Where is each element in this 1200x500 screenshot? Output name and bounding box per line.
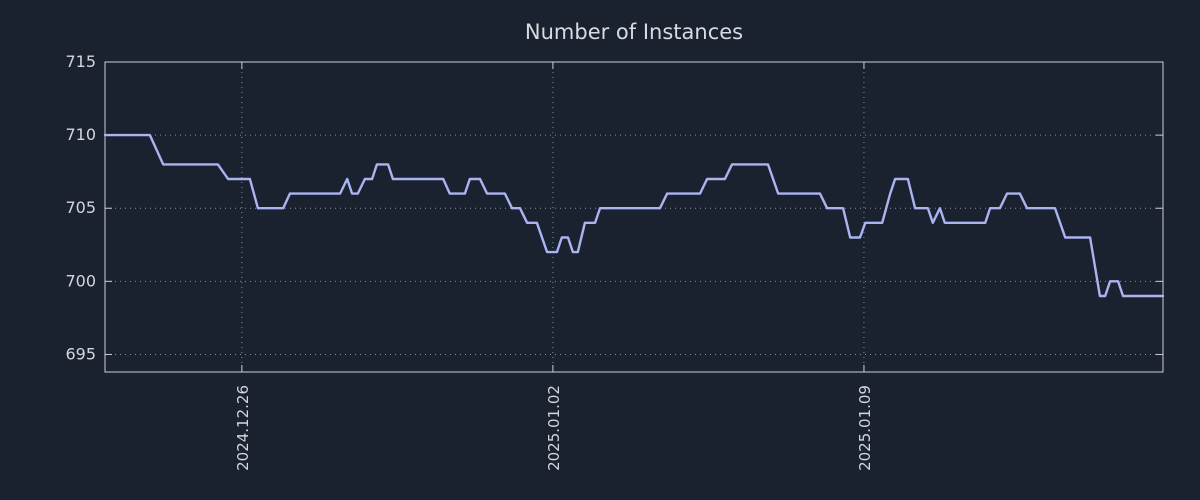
plot-border (104, 61, 1164, 373)
y-tick-label: 695 (65, 344, 96, 363)
y-tick-label: 715 (65, 52, 96, 71)
y-tick-label: 705 (65, 198, 96, 217)
series-line-instances (103, 133, 1165, 298)
x-tick-label: 2025.01.09 (856, 385, 874, 471)
chart-title: Number of Instances (525, 20, 743, 44)
x-tick-label: 2025.01.02 (545, 385, 563, 471)
x-tick-label: 2024.12.26 (234, 385, 252, 471)
y-tick-label: 710 (65, 125, 96, 144)
y-tick-label: 700 (65, 271, 96, 290)
